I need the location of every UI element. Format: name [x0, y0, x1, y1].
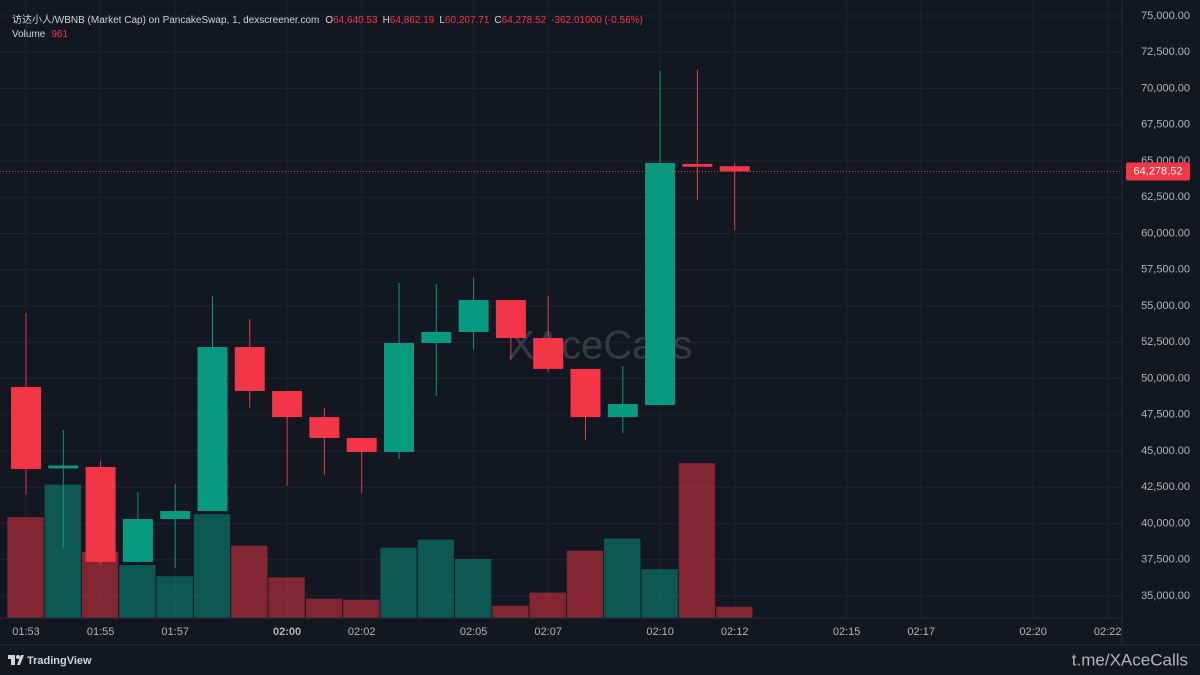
y-tick-label: 72,500.00 — [1141, 46, 1190, 58]
candle-body — [607, 404, 638, 418]
y-tick-label: 57,500.00 — [1141, 264, 1190, 276]
candle-body — [495, 300, 526, 339]
y-tick-label: 70,000.00 — [1141, 82, 1190, 94]
legend-key: H — [383, 15, 390, 26]
candle-body — [421, 331, 452, 343]
volume-bar — [454, 558, 492, 618]
legend-key: C — [494, 15, 501, 26]
candle-body — [234, 347, 265, 391]
volume-bar — [417, 539, 454, 618]
candle-body — [11, 386, 41, 469]
candle-body — [309, 417, 340, 438]
volume-bar — [7, 517, 44, 618]
candle-body — [160, 511, 191, 520]
candle-body — [682, 163, 713, 167]
y-tick-label: 40,000.00 — [1141, 517, 1190, 529]
x-tick-label: 02:12 — [721, 626, 749, 638]
y-tick-label: 45,000.00 — [1141, 445, 1190, 457]
candle-body — [533, 338, 564, 369]
x-tick-label: 01:55 — [87, 626, 115, 638]
x-tick-label: 02:07 — [534, 626, 562, 638]
x-tick-label: 02:20 — [1019, 626, 1047, 638]
candle-body — [122, 519, 153, 562]
candle-body — [48, 465, 79, 469]
legend-value: 64,278.52 — [502, 15, 547, 26]
candle-body — [458, 300, 489, 332]
chart-title: 访达小人/WBNB (Market Cap) on PancakeSwap, 1… — [12, 14, 319, 26]
x-tick-label: 01:53 — [12, 626, 40, 638]
last-price-box — [1126, 162, 1190, 181]
y-tick-label: 60,000.00 — [1141, 227, 1190, 239]
volume-legend: Volume 961 — [12, 29, 68, 40]
candle-body — [346, 437, 377, 453]
x-tick-label: 02:10 — [646, 626, 674, 638]
volume-bar — [156, 576, 193, 618]
volume-bar — [231, 545, 268, 618]
y-tick-label: 35,000.00 — [1141, 590, 1190, 602]
legend-value: 64,640.53 — [333, 15, 378, 26]
volume-bar — [268, 577, 305, 618]
tradingview-logo — [8, 655, 24, 665]
y-tick-label: 37,500.00 — [1141, 554, 1190, 566]
legend-key: L — [439, 15, 445, 26]
last-price-label: 64,278.52 — [1134, 165, 1183, 177]
volume-bar — [343, 599, 380, 618]
candle-body — [719, 166, 750, 172]
legend-value: 64,862.19 — [390, 15, 435, 26]
footer-link[interactable]: t.me/XAceCalls — [1072, 650, 1188, 669]
volume-bar — [119, 565, 156, 618]
legend-value: 60,207.71 — [445, 15, 490, 26]
x-tick-label: 02:22 — [1094, 626, 1122, 638]
volume-bar — [566, 550, 604, 618]
branding: TradingView — [27, 655, 92, 667]
x-tick-label: 01:57 — [161, 626, 189, 638]
y-tick-label: 50,000.00 — [1141, 372, 1190, 384]
volume-bar — [305, 598, 343, 618]
y-tick-label: 47,500.00 — [1141, 409, 1190, 421]
candle-body — [645, 162, 676, 406]
volume-bar — [193, 514, 231, 618]
y-tick-label: 62,500.00 — [1141, 191, 1190, 203]
candle-body — [272, 390, 303, 418]
legend-header: 访达小人/WBNB (Market Cap) on PancakeSwap, 1… — [12, 14, 643, 26]
candle-body — [85, 466, 116, 562]
candle-body — [197, 347, 228, 512]
volume-bar — [716, 606, 753, 618]
x-tick-label: 02:05 — [460, 626, 488, 638]
x-tick-label: 02:17 — [907, 626, 935, 638]
legend-key: O — [325, 15, 333, 26]
x-tick-label: 02:02 — [348, 626, 376, 638]
x-tick-label: 02:00 — [273, 626, 301, 638]
volume-bar — [380, 547, 417, 618]
volume-bar — [529, 592, 566, 618]
plot — [0, 69, 1122, 618]
legend-change: -362.01000 (-0.56%) — [551, 15, 643, 26]
candle-body — [384, 342, 414, 453]
y-tick-label: 55,000.00 — [1141, 300, 1190, 312]
axes: 35,000.00 37,500.00 40,000.00 42,500.00 45,0… — [0, 0, 1190, 645]
y-tick-label: 52,500.00 — [1141, 336, 1190, 348]
y-tick-label: 67,500.00 — [1141, 119, 1190, 131]
volume-bar — [604, 538, 641, 618]
x-tick-label: 02:15 — [833, 626, 861, 638]
volume-bar — [641, 569, 678, 618]
volume-bar — [492, 605, 529, 618]
volume-bar — [678, 463, 716, 618]
candle-body — [570, 368, 601, 418]
y-tick-label: 75,000.00 — [1141, 10, 1190, 22]
y-tick-label: 42,500.00 — [1141, 481, 1190, 493]
volume-name: Volume — [12, 29, 46, 40]
volume-value: 961 — [51, 29, 68, 40]
